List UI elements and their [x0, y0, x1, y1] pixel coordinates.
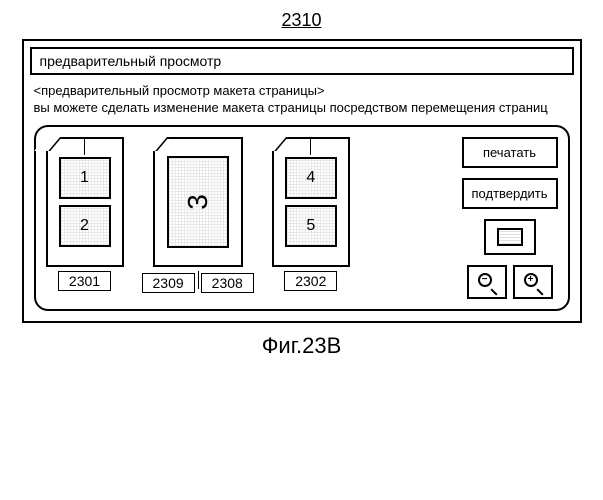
- page-column-left: 1 2 2301: [46, 137, 124, 295]
- zoom-controls: − +: [467, 265, 553, 299]
- subtitle-area: <предварительный просмотр макета страниц…: [24, 75, 580, 121]
- preview-window: предварительный просмотр <предварительны…: [22, 39, 582, 323]
- lens-icon: +: [524, 273, 538, 287]
- content-frame: 1 2 2301 3: [34, 125, 570, 311]
- reference-label: 2308: [201, 273, 254, 293]
- controls-panel: печатать подтвердить − +: [462, 137, 558, 299]
- handle-icon: [536, 288, 543, 295]
- reference-label: 2301: [58, 271, 111, 291]
- page-sheet-right[interactable]: 4 5: [272, 137, 350, 267]
- page-cell[interactable]: 5: [285, 205, 337, 247]
- page-cell-big-label: 3: [182, 194, 214, 210]
- confirm-button[interactable]: подтвердить: [462, 178, 558, 209]
- fold-corner-icon: [272, 137, 286, 151]
- figure-number: 2310: [281, 10, 321, 31]
- page-cell-big[interactable]: 3: [167, 156, 229, 248]
- window-title-text: предварительный просмотр: [40, 53, 222, 69]
- handle-icon: [490, 288, 497, 295]
- page-cell[interactable]: 2: [59, 205, 111, 247]
- callout-line: [310, 137, 311, 155]
- magnifier-plus-icon: +: [524, 273, 542, 291]
- subtitle-line2: вы можете сделать изменение макета стран…: [34, 100, 570, 117]
- page-sheet-middle[interactable]: 3: [153, 137, 243, 267]
- subtitle-line1: <предварительный просмотр макета страниц…: [34, 83, 570, 100]
- page-cell[interactable]: 4: [285, 157, 337, 199]
- thumbnail-box[interactable]: [484, 219, 536, 255]
- fold-corner-icon: [153, 137, 167, 151]
- window-titlebar: предварительный просмотр: [30, 47, 574, 75]
- callout-line: [84, 137, 85, 155]
- page-column-middle: 3 2309 2308: [142, 137, 254, 295]
- reference-label: 2309: [142, 273, 195, 293]
- fold-corner-icon: [46, 137, 60, 151]
- magnifier-minus-icon: −: [478, 273, 496, 291]
- thumbnail-icon: [497, 228, 523, 246]
- zoom-out-button[interactable]: −: [467, 265, 507, 299]
- page-cell[interactable]: 1: [59, 157, 111, 199]
- pages-area: 1 2 2301 3: [46, 137, 350, 295]
- page-column-right: 4 5 2302: [272, 137, 350, 295]
- page-sheet-left[interactable]: 1 2: [46, 137, 124, 267]
- print-button[interactable]: печатать: [462, 137, 558, 168]
- lens-icon: −: [478, 273, 492, 287]
- figure-caption: Фиг.23B: [262, 333, 342, 359]
- reference-label: 2302: [284, 271, 337, 291]
- zoom-in-button[interactable]: +: [513, 265, 553, 299]
